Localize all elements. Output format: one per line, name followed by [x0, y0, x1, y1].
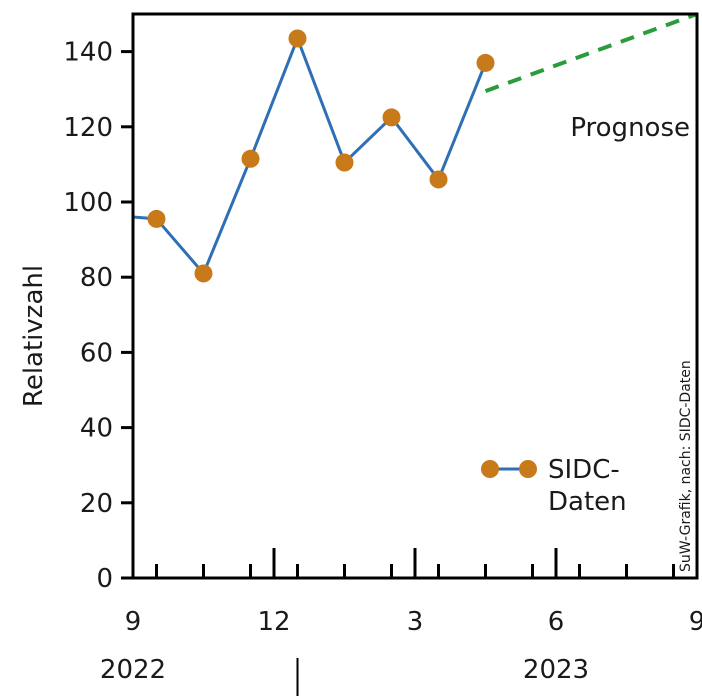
sidc-point-4 — [288, 29, 307, 48]
y-tick-label-100: 100 — [63, 188, 113, 218]
series-layer — [132, 12, 698, 283]
y-axis-title: Relativzahl — [19, 265, 49, 407]
legend-label-line-2: Daten — [548, 487, 627, 517]
sidc-point-7 — [429, 170, 448, 189]
y-tick-label-20: 20 — [80, 489, 113, 519]
x-tick-label-3: 3 — [407, 607, 424, 637]
sidc-point-5 — [335, 153, 354, 172]
sidc-point-3 — [241, 149, 260, 168]
sidc-point-8 — [476, 53, 495, 72]
legend-marker-left — [481, 460, 499, 478]
sidc-point-2 — [194, 264, 213, 283]
legend-marker-right — [519, 460, 537, 478]
tick-layer — [121, 50, 675, 696]
legend-label: SIDC-Daten — [548, 455, 627, 517]
forecast-line — [484, 12, 698, 93]
x-tick-label-6: 6 — [548, 607, 565, 637]
year-label-2023: 2023 — [523, 655, 589, 685]
source-credit: SuW-Grafik, nach: SIDC-Daten — [678, 360, 694, 572]
y-tick-label-80: 80 — [80, 263, 113, 293]
x-tick-label-12: 12 — [257, 607, 290, 637]
x-tick-label-9: 9 — [125, 607, 142, 637]
legend: SIDC-Daten — [481, 455, 627, 517]
y-tick-label-40: 40 — [80, 414, 113, 444]
prognose-annotation: Prognose — [570, 113, 690, 143]
year-label-2022: 2022 — [100, 655, 166, 685]
y-tick-label-0: 0 — [96, 564, 113, 594]
plot-frame — [131, 12, 699, 580]
legend-label-line-1: SIDC- — [548, 455, 620, 485]
sidc-point-6 — [382, 108, 401, 127]
sidc-series-line — [132, 36, 487, 275]
x-tick-label-9: 9 — [689, 607, 702, 637]
y-tick-label-140: 140 — [63, 38, 113, 68]
y-tick-label-60: 60 — [80, 338, 113, 368]
y-tick-label-120: 120 — [63, 113, 113, 143]
sidc-point-1 — [147, 209, 166, 228]
